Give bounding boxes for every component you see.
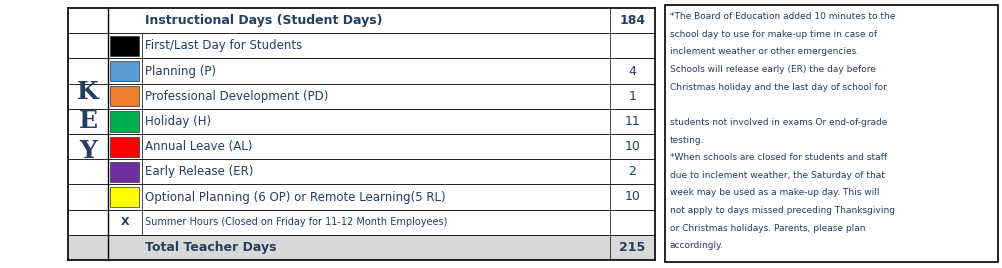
Bar bbox=[664, 5, 997, 262]
Text: 184: 184 bbox=[619, 14, 645, 27]
Text: Annual Leave (AL): Annual Leave (AL) bbox=[145, 140, 253, 153]
Text: due to inclement weather, the Saturday of that: due to inclement weather, the Saturday o… bbox=[669, 171, 884, 180]
Text: 10: 10 bbox=[624, 191, 640, 203]
Text: 2: 2 bbox=[628, 165, 636, 178]
Text: students not involved in exams Or end-of-grade: students not involved in exams Or end-of… bbox=[669, 118, 887, 127]
Text: inclement weather or other emergencies.: inclement weather or other emergencies. bbox=[669, 47, 859, 56]
Text: 4: 4 bbox=[628, 65, 636, 77]
Text: *The Board of Education added 10 minutes to the: *The Board of Education added 10 minutes… bbox=[669, 12, 895, 21]
Bar bbox=[68, 58, 654, 84]
Bar bbox=[68, 210, 654, 235]
Bar bbox=[110, 187, 139, 207]
Bar bbox=[68, 8, 108, 260]
Bar bbox=[110, 36, 139, 56]
Text: Early Release (ER): Early Release (ER) bbox=[145, 165, 254, 178]
Text: week may be used as a make-up day. This will: week may be used as a make-up day. This … bbox=[669, 188, 879, 198]
Text: 10: 10 bbox=[624, 140, 640, 153]
Text: Total Teacher Days: Total Teacher Days bbox=[145, 241, 277, 254]
Text: or Christmas holidays. Parents, please plan: or Christmas holidays. Parents, please p… bbox=[669, 224, 865, 233]
Bar bbox=[68, 84, 654, 109]
Text: 215: 215 bbox=[619, 241, 645, 254]
Bar bbox=[110, 111, 139, 132]
Text: K
E
Y: K E Y bbox=[77, 80, 99, 163]
Text: X: X bbox=[120, 217, 129, 227]
Bar bbox=[68, 109, 654, 134]
Bar bbox=[110, 86, 139, 106]
Bar bbox=[110, 136, 139, 157]
Bar bbox=[68, 33, 654, 58]
Text: testing.: testing. bbox=[669, 136, 703, 144]
Text: Professional Development (PD): Professional Development (PD) bbox=[145, 90, 328, 103]
Text: school day to use for make-up time in case of: school day to use for make-up time in ca… bbox=[669, 30, 877, 39]
Text: accordingly.: accordingly. bbox=[669, 241, 723, 250]
Text: not apply to days missed preceding Thanksgiving: not apply to days missed preceding Thank… bbox=[669, 206, 894, 215]
Text: Summer Hours (Closed on Friday for 11-12 Month Employees): Summer Hours (Closed on Friday for 11-12… bbox=[145, 217, 447, 227]
Bar bbox=[68, 184, 654, 210]
Text: 1: 1 bbox=[628, 90, 636, 103]
Bar bbox=[110, 162, 139, 182]
Text: Holiday (H): Holiday (H) bbox=[145, 115, 210, 128]
Text: Schools will release early (ER) the day before: Schools will release early (ER) the day … bbox=[669, 65, 875, 74]
Text: Christmas holiday and the last day of school for: Christmas holiday and the last day of sc… bbox=[669, 83, 886, 92]
Text: 11: 11 bbox=[624, 115, 639, 128]
Text: *When schools are closed for students and staff: *When schools are closed for students an… bbox=[669, 153, 886, 162]
Bar bbox=[68, 8, 654, 33]
Bar bbox=[68, 134, 654, 159]
Bar bbox=[110, 61, 139, 81]
Text: Planning (P): Planning (P) bbox=[145, 65, 215, 77]
Bar bbox=[68, 235, 654, 260]
Text: Instructional Days (Student Days): Instructional Days (Student Days) bbox=[145, 14, 382, 27]
Text: First/Last Day for Students: First/Last Day for Students bbox=[145, 39, 302, 52]
Text: Optional Planning (6 OP) or Remote Learning(5 RL): Optional Planning (6 OP) or Remote Learn… bbox=[145, 191, 445, 203]
Bar bbox=[68, 159, 654, 184]
